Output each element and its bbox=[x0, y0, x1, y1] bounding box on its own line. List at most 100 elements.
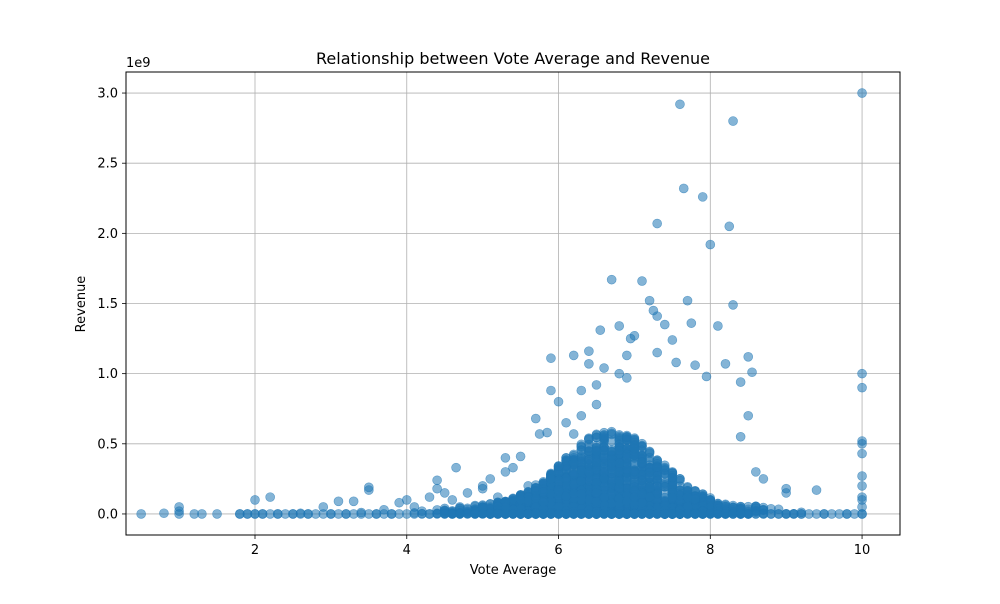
data-point bbox=[591, 432, 602, 443]
data-point bbox=[682, 492, 693, 503]
y-axis-ticks: 0.0 0.5 1.0 1.5 2.0 2.5 3.0 bbox=[97, 87, 126, 522]
data-point bbox=[667, 335, 678, 345]
data-point bbox=[174, 509, 184, 519]
y-tick-label: 0.0 bbox=[97, 507, 118, 522]
y-tick-label: 1.5 bbox=[97, 297, 118, 312]
x-tick-label: 2 bbox=[251, 543, 259, 558]
data-point bbox=[515, 495, 526, 505]
y-tick-label: 2.5 bbox=[97, 157, 118, 172]
data-point bbox=[212, 509, 222, 519]
x-axis-ticks: 2 4 6 8 10 bbox=[251, 535, 870, 558]
data-point bbox=[606, 428, 617, 439]
data-point bbox=[614, 321, 625, 331]
data-point bbox=[333, 496, 344, 507]
data-point bbox=[542, 427, 552, 438]
data-point bbox=[629, 443, 640, 454]
data-point bbox=[451, 462, 461, 473]
data-point bbox=[743, 352, 754, 362]
data-point bbox=[713, 321, 723, 331]
data-point bbox=[136, 509, 146, 519]
data-point bbox=[671, 357, 681, 368]
data-point bbox=[538, 486, 549, 497]
data-point bbox=[606, 274, 617, 285]
data-point bbox=[697, 192, 708, 202]
data-point bbox=[857, 481, 867, 491]
data-point bbox=[751, 467, 761, 477]
y-axis-offset-label: 1e9 bbox=[126, 56, 151, 71]
data-point bbox=[644, 492, 655, 502]
data-point bbox=[553, 396, 564, 407]
data-point bbox=[622, 373, 632, 383]
y-tick-label: 1.0 bbox=[97, 367, 118, 382]
data-point bbox=[599, 467, 609, 478]
data-point bbox=[682, 295, 693, 306]
data-point bbox=[591, 399, 602, 410]
data-point bbox=[576, 476, 587, 487]
x-tick-label: 8 bbox=[706, 543, 714, 558]
data-point bbox=[637, 457, 647, 468]
data-point bbox=[629, 477, 640, 488]
data-point bbox=[659, 482, 670, 492]
data-point bbox=[568, 429, 579, 439]
y-tick-label: 3.0 bbox=[97, 87, 118, 102]
data-point bbox=[568, 457, 579, 468]
data-point bbox=[614, 458, 625, 469]
data-point bbox=[477, 483, 488, 494]
data-point bbox=[159, 508, 169, 519]
data-point bbox=[576, 385, 587, 396]
data-point bbox=[728, 500, 738, 511]
data-point bbox=[530, 413, 541, 424]
data-point bbox=[595, 325, 606, 335]
data-point bbox=[447, 495, 458, 505]
data-point bbox=[652, 311, 662, 321]
data-point bbox=[652, 475, 662, 486]
data-point bbox=[652, 347, 662, 358]
data-point bbox=[462, 488, 473, 498]
data-point bbox=[857, 382, 867, 393]
data-point bbox=[735, 431, 746, 442]
data-point bbox=[690, 360, 700, 371]
data-point bbox=[515, 451, 526, 462]
data-point bbox=[747, 367, 757, 378]
data-point bbox=[364, 485, 374, 495]
data-point bbox=[584, 467, 594, 477]
data-point bbox=[644, 471, 655, 482]
data-point bbox=[758, 474, 769, 484]
data-point bbox=[424, 492, 435, 502]
data-point bbox=[576, 410, 587, 421]
x-tick-label: 10 bbox=[854, 543, 871, 558]
data-point bbox=[781, 488, 791, 498]
data-point bbox=[614, 368, 625, 379]
data-point bbox=[599, 363, 609, 373]
data-point bbox=[485, 474, 496, 484]
data-point bbox=[250, 495, 260, 505]
data-point bbox=[591, 496, 602, 507]
data-point bbox=[735, 377, 746, 387]
data-point bbox=[743, 410, 754, 421]
y-axis-label: Revenue bbox=[74, 276, 89, 333]
data-point bbox=[614, 476, 625, 487]
data-point bbox=[705, 493, 716, 503]
data-point bbox=[659, 319, 670, 330]
data-point bbox=[705, 239, 716, 250]
data-point bbox=[546, 385, 556, 396]
data-point bbox=[553, 461, 564, 471]
data-point bbox=[644, 295, 655, 306]
data-point bbox=[720, 359, 731, 369]
data-point bbox=[857, 509, 867, 519]
data-point bbox=[728, 116, 738, 126]
data-point bbox=[546, 353, 556, 364]
data-point bbox=[637, 276, 647, 286]
x-tick-label: 4 bbox=[403, 543, 411, 558]
data-point bbox=[265, 492, 275, 502]
data-point bbox=[728, 300, 738, 310]
data-point bbox=[439, 488, 450, 498]
grid-layer bbox=[126, 72, 900, 535]
data-point bbox=[553, 486, 564, 497]
data-point bbox=[606, 446, 617, 456]
x-tick-label: 6 bbox=[554, 543, 562, 558]
data-point bbox=[500, 467, 511, 477]
data-point bbox=[667, 492, 678, 503]
data-point bbox=[857, 471, 867, 481]
